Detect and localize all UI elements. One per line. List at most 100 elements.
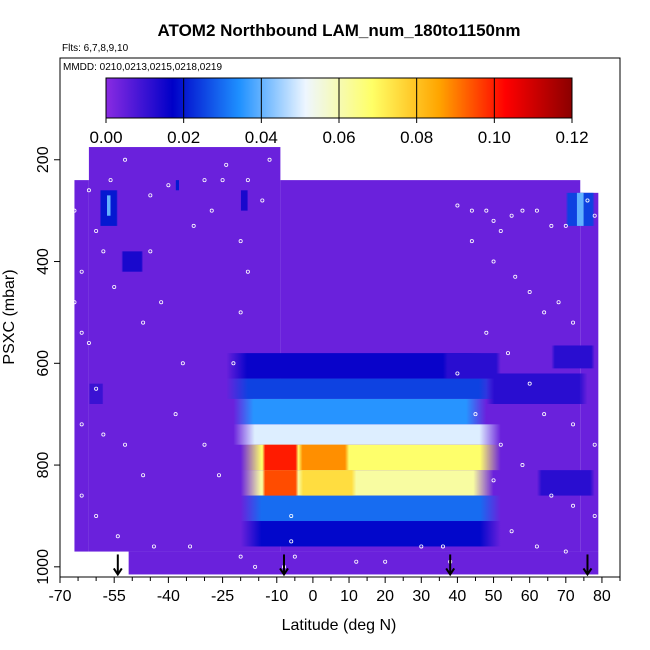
sample-point <box>94 513 99 518</box>
sample-point <box>292 554 297 559</box>
colorbar: 0.00 0.02 0.04 0.06 0.08 0.10 0.12 <box>89 77 589 147</box>
sample-point <box>585 198 590 203</box>
sample-point <box>260 198 265 203</box>
field-cell <box>106 195 111 216</box>
sample-point <box>191 223 196 228</box>
sample-point <box>549 493 554 498</box>
flight-arrow <box>279 554 289 577</box>
sample-point <box>563 223 568 228</box>
sample-point <box>86 340 91 345</box>
sample-point <box>520 208 525 213</box>
field-cell <box>576 192 584 226</box>
y-axis-label: PSXC (mbar) <box>1 269 18 364</box>
chart-subtitle-dates: MMDD: 0210,0213,0215,0218,0219 <box>63 62 222 73</box>
field-cell <box>240 495 501 522</box>
sample-point <box>123 157 128 162</box>
sample-point <box>253 564 258 569</box>
field-cell <box>88 383 104 404</box>
sample-point <box>592 442 597 447</box>
field-cell <box>262 470 299 496</box>
colorbar-tick-label: 0.00 <box>89 128 122 147</box>
sample-point <box>599 259 604 264</box>
sample-point <box>556 300 561 305</box>
sample-point <box>101 249 106 254</box>
sample-point <box>79 269 84 274</box>
colorbar-tick-label: 0.10 <box>478 128 511 147</box>
sample-point <box>267 157 272 162</box>
colorbar-tick-label: 0.04 <box>245 128 278 147</box>
sample-point <box>354 559 359 564</box>
field-cell <box>536 470 595 496</box>
field-cell <box>240 190 248 211</box>
sample-point <box>527 381 532 386</box>
x-tick-label: 0 <box>308 588 317 605</box>
x-tick-label: 40 <box>449 588 467 605</box>
chart-subtitle-flights: Flts: 6,7,8,9,10 <box>62 43 129 54</box>
sample-point <box>166 183 171 188</box>
sample-point <box>148 249 153 254</box>
sample-point <box>115 534 120 539</box>
sample-point <box>72 208 77 213</box>
sample-point <box>123 442 128 447</box>
colorbar-tick-label: 0.12 <box>555 128 588 147</box>
sample-point <box>455 203 460 208</box>
sample-point <box>245 178 250 183</box>
y-tick-label: 400 <box>35 248 52 275</box>
y-tick-label: 800 <box>35 452 52 479</box>
sample-point <box>484 208 489 213</box>
sample-point <box>549 223 554 228</box>
sample-point <box>151 544 156 549</box>
sample-point <box>209 208 214 213</box>
x-tick-label: -40 <box>157 588 180 605</box>
coverage-region <box>580 192 599 552</box>
x-tick-label: 50 <box>485 588 503 605</box>
sample-point <box>520 463 525 468</box>
flight-arrow <box>582 554 593 577</box>
axes: -70 -55 -40 -25 -10 0 10 20 30 40 50 60 70 80 200 400 60… <box>35 57 621 605</box>
sample-point <box>383 559 388 564</box>
field-cell <box>298 470 357 496</box>
flight-arrow <box>112 554 123 577</box>
sample-point <box>491 218 496 223</box>
x-tick-label: -55 <box>103 588 126 605</box>
field-cell <box>298 444 350 471</box>
sample-point <box>513 274 518 279</box>
plot-area <box>72 147 604 577</box>
sample-point <box>505 351 510 356</box>
sample-point <box>527 290 532 295</box>
sample-point <box>498 228 503 233</box>
sample-point <box>509 529 514 534</box>
sample-point <box>592 213 597 218</box>
sample-point <box>202 442 207 447</box>
sample-point <box>592 513 597 518</box>
sample-point <box>238 239 243 244</box>
x-axis-label: Latitude (deg N) <box>282 617 397 634</box>
sample-point <box>79 330 84 335</box>
chart-title: ATOM2 Northbound LAM_num_180to1150nm <box>157 21 520 40</box>
y-tick-label: 600 <box>35 350 52 377</box>
coverage-region <box>128 551 599 575</box>
sample-point <box>216 473 221 478</box>
sample-point <box>469 239 474 244</box>
coverage-region <box>74 180 89 552</box>
field-cell <box>175 180 180 191</box>
sample-point <box>289 539 294 544</box>
y-tick-label: 1000 <box>35 549 52 585</box>
field-cell <box>226 378 501 399</box>
plot-frame <box>59 57 621 578</box>
sample-point <box>542 310 547 315</box>
sample-point <box>542 412 547 417</box>
x-tick-label: 10 <box>340 588 358 605</box>
sample-point <box>180 361 185 366</box>
colorbar-tick-label: 0.06 <box>322 128 355 147</box>
field-cell <box>233 398 487 425</box>
flight-arrow <box>445 554 456 577</box>
sample-point <box>534 544 539 549</box>
sample-point <box>141 320 146 325</box>
x-tick-label: 30 <box>412 588 430 605</box>
sample-point <box>534 208 539 213</box>
x-tick-label: -10 <box>265 588 288 605</box>
sample-point <box>79 422 84 427</box>
colorbar-tick-label: 0.08 <box>400 128 433 147</box>
sample-point <box>94 228 99 233</box>
